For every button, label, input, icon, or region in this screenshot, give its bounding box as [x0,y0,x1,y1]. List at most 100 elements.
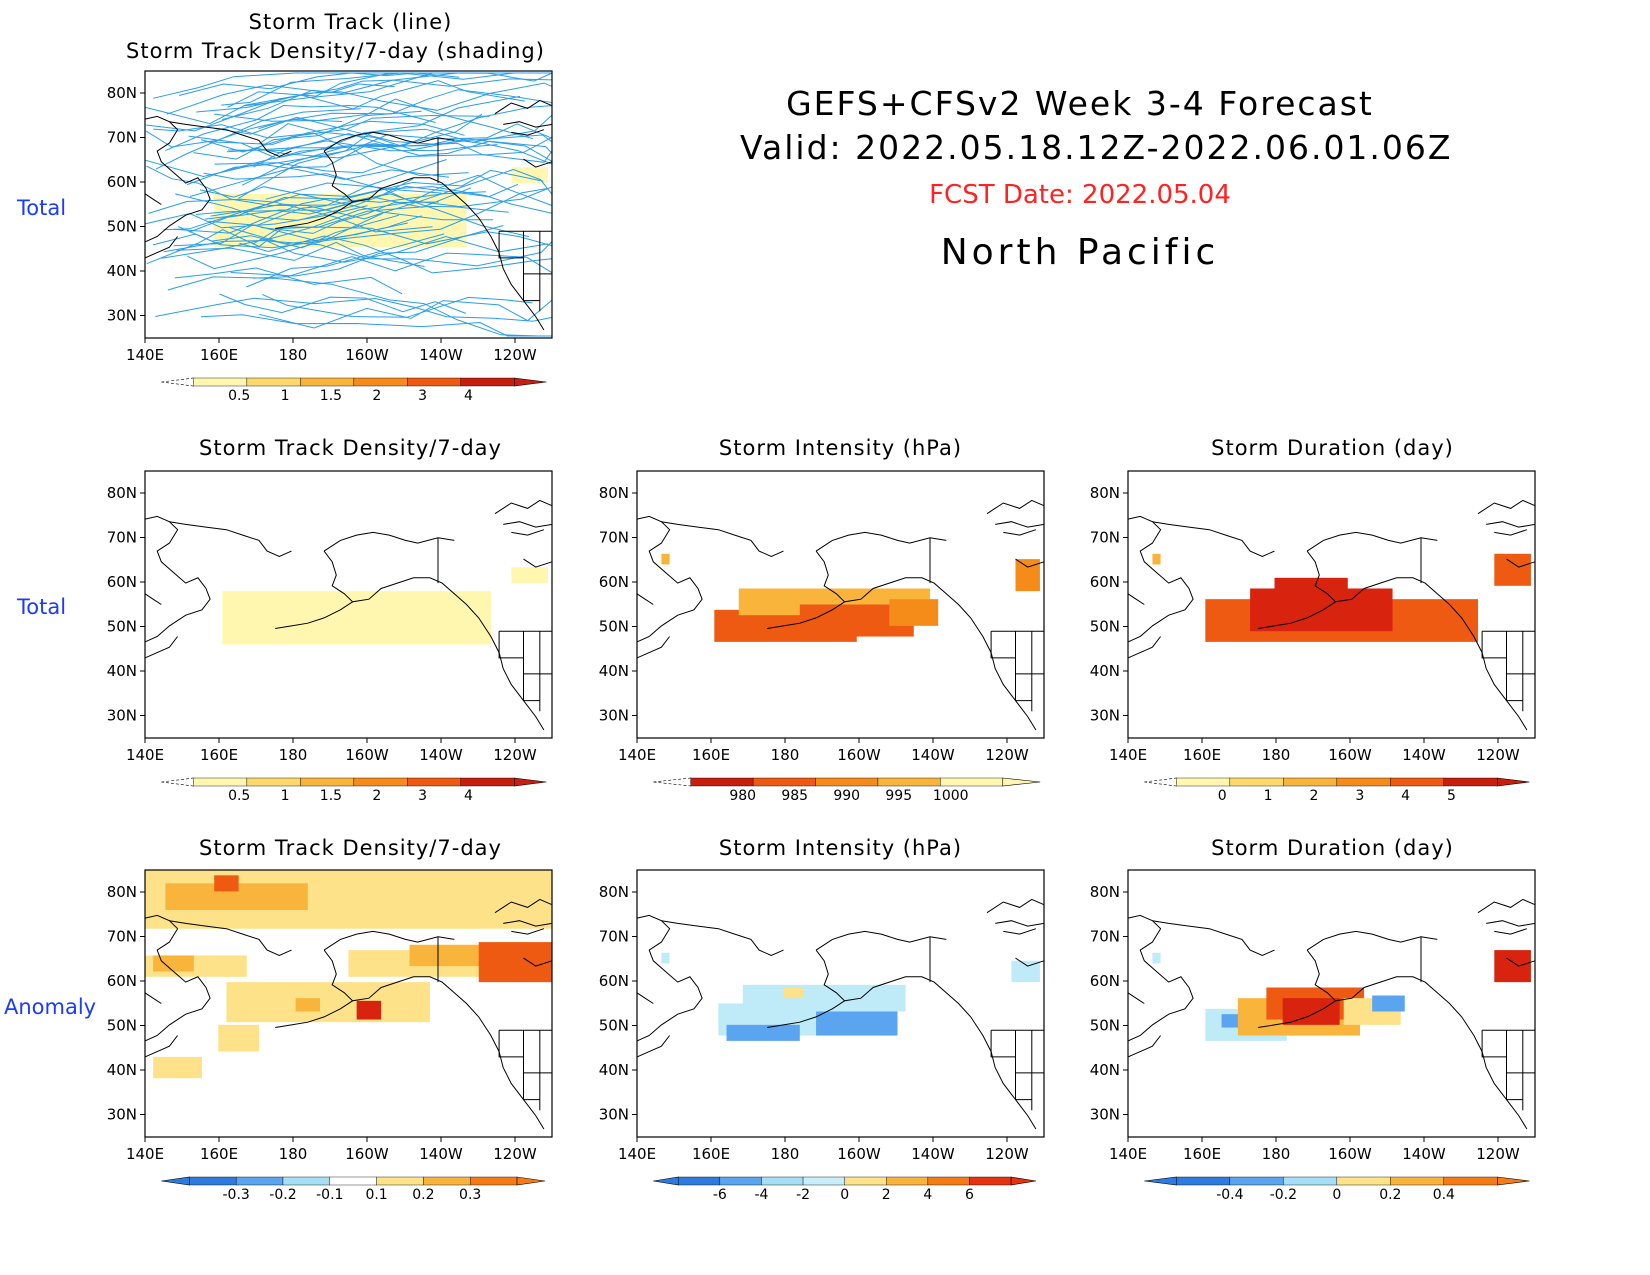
storm-track-line [187,212,384,270]
colorbar-segment [282,1176,330,1186]
coastline [1003,529,1037,536]
lon-label: 160E [200,746,238,764]
lon-label: 140E [618,1145,656,1163]
colorbar-segment [690,777,754,787]
storm-track-line [155,108,361,170]
coastline [144,1035,178,1058]
colorbar-right-arrow [1002,777,1041,787]
colorbar-segment [1176,1176,1231,1186]
colorbar-left-arrow [161,1176,190,1186]
colorbar-label: 3 [418,788,427,804]
colorbar-segment [844,1176,887,1186]
coastline [815,550,1037,731]
lon-label: 160W [837,1145,881,1163]
map-frame [144,470,553,739]
shaded-region [511,567,548,584]
forecast-date: FCST Date: 2022.05.04 [929,180,1231,210]
coastline [323,131,455,152]
coastline [275,1000,353,1028]
shaded-region [222,591,491,645]
colorbar-label: 2 [372,788,381,804]
coastline [1015,673,1032,702]
lon-label: 180 [279,1145,308,1163]
colorbar-label: -0.4 [1216,1187,1243,1203]
coastline [494,499,553,515]
lat-label: 40N [107,262,137,280]
colorbar-segment [1229,777,1284,787]
lat-label: 60N [107,173,137,191]
colorbar-label: 0.1 [365,1187,387,1203]
colorbar-label: 2 [1309,788,1318,804]
colorbar-label: 1.5 [320,788,342,804]
colorbar-left-arrow [653,777,692,787]
lon-label: 180 [771,1145,800,1163]
colorbar-segment [460,377,515,387]
storm-track-line [145,80,525,125]
colorbar-label: 1000 [933,788,969,804]
colorbar-label: 990 [833,788,860,804]
colorbar-label: 3 [418,388,427,404]
shaded-region [726,1024,800,1041]
map-panel-density-anom: 80N 70N 60N 50N 40N 30N 140E 160E 180 160W 140W 120… [90,860,567,1203]
shaded-region [153,955,194,972]
shaded-region [218,1024,259,1052]
duration-total-title: Storm Duration (day) [1211,436,1454,460]
lat-label: 50N [1090,1017,1120,1035]
colorbar-label: 0.4 [1433,1187,1455,1203]
colorbar-label: 0 [1332,1187,1341,1203]
lon-label: 180 [279,746,308,764]
lon-label: 160W [345,1145,389,1163]
storm-track-line [176,241,425,267]
coastline [1306,531,1438,552]
shaded-region [783,987,804,999]
storm-track-line [163,169,544,231]
colorbar-label: 4 [1401,788,1410,804]
lat-label: 40N [1090,1061,1120,1079]
shaded-region [1274,577,1348,600]
shaded-region [1372,995,1405,1012]
colorbar-segment [1443,777,1498,787]
storm-track-line [193,110,422,160]
colorbar-label: 0.3 [459,1187,481,1203]
map-frame [1127,869,1536,1138]
map-frame [144,869,553,1138]
lat-label: 60N [599,972,629,990]
storm-track-line [195,187,472,215]
forecast-valid-range: Valid: 2022.05.18.12Z-2022.06.01.06Z [740,128,1453,167]
coastline [494,99,553,115]
map-frame [636,470,1045,739]
shaded-region [661,952,670,964]
coastline [144,236,178,259]
lon-label: 140W [419,346,463,364]
lon-label: 140E [126,746,164,764]
coastline [986,898,1045,914]
coastline [1127,1035,1161,1058]
coastline [1486,521,1536,528]
lon-label: 140W [419,1145,463,1163]
colorbar-label: 4 [464,388,473,404]
lon-label: 120W [1476,746,1520,764]
coastline [1486,920,1536,927]
coastline [1477,499,1536,515]
lon-label: 140W [1402,1145,1446,1163]
colorbar-label: 5 [1447,788,1456,804]
map-panel-duration-anom: 80N 70N 60N 50N 40N 30N 140E 160E 180 160W 140W 120… [1073,860,1550,1203]
colorbar-segment [1283,1176,1338,1186]
coastline [636,1035,670,1058]
colorbar-left-arrow [653,1176,679,1186]
region-name: North Pacific [940,232,1220,273]
storm-track-line [155,297,553,322]
storm-track-line [189,139,553,197]
colorbar-left-arrow [1144,1176,1177,1186]
coastline [494,898,553,914]
shaded-region [661,553,670,565]
colorbar-label: 1 [281,388,290,404]
lat-label: 30N [107,1106,137,1124]
lon-label: 180 [1262,1145,1291,1163]
lat-label: 60N [107,972,137,990]
colorbar-right-arrow [516,1176,546,1186]
colorbar-segment [1229,1176,1284,1186]
storm-track-line [210,168,553,220]
